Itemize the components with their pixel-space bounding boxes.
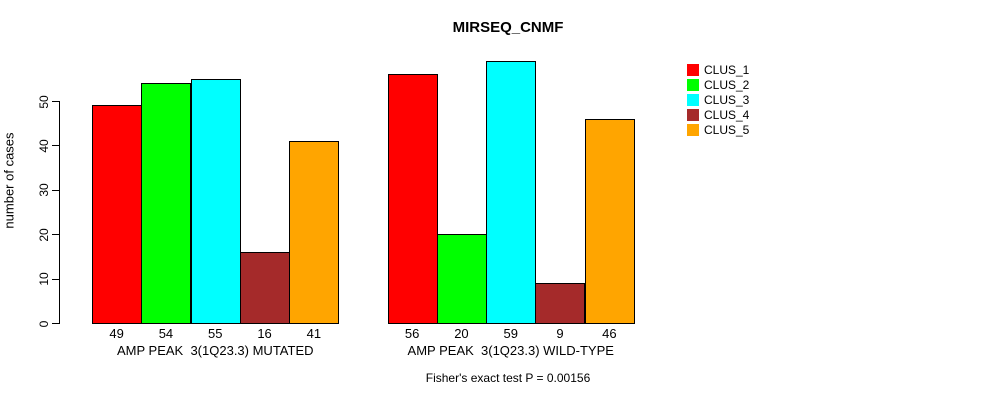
group-label: AMP PEAK 3(1Q23.3) MUTATED xyxy=(117,343,314,358)
bar-value-label: 16 xyxy=(257,326,272,341)
legend-swatch-icon xyxy=(687,79,699,91)
legend-swatch-icon xyxy=(687,109,699,121)
bar-CLUS_3-group1 xyxy=(191,79,241,324)
bar-value-label: 46 xyxy=(602,326,617,341)
legend-entry-clus_2: CLUS_2 xyxy=(687,79,749,91)
legend-swatch-icon xyxy=(687,94,699,106)
legend-entry-clus_5: CLUS_5 xyxy=(687,124,749,136)
bar-value-label: 9 xyxy=(556,326,564,341)
bar-CLUS_4-group1 xyxy=(240,252,290,324)
bar-CLUS_5-group2 xyxy=(585,119,635,324)
y-axis-line xyxy=(59,101,60,324)
y-axis-tick-label: 50 xyxy=(37,94,51,109)
bar-CLUS_5-group1 xyxy=(289,141,339,324)
bar-CLUS_2-group2 xyxy=(437,234,487,324)
chart-title: MIRSEQ_CNMF xyxy=(452,19,564,36)
y-axis-tick xyxy=(52,323,59,324)
legend-swatch-icon xyxy=(687,124,699,136)
bar-CLUS_1-group1 xyxy=(92,105,142,324)
bar-CLUS_4-group2 xyxy=(535,283,585,324)
y-axis-tick xyxy=(52,189,59,191)
bar-CLUS_2-group1 xyxy=(141,83,191,324)
y-axis-tick-label: 30 xyxy=(37,183,51,197)
bar-value-label: 55 xyxy=(208,326,223,341)
bar-CLUS_3-group2 xyxy=(486,61,536,324)
group-label: AMP PEAK 3(1Q23.3) WILD-TYPE xyxy=(407,343,614,358)
legend-swatch-icon xyxy=(687,64,699,76)
legend-label: CLUS_4 xyxy=(704,108,750,122)
legend-label: CLUS_3 xyxy=(704,93,750,107)
y-axis-tick xyxy=(52,278,59,280)
y-axis-tick xyxy=(52,145,59,147)
bar-value-label: 54 xyxy=(158,326,174,341)
legend-label: CLUS_5 xyxy=(704,123,750,137)
bar-value-label: 56 xyxy=(404,326,420,341)
legend-entry-clus_4: CLUS_4 xyxy=(687,109,749,121)
bar-value-label: 20 xyxy=(454,326,469,341)
bar-value-label: 59 xyxy=(503,326,518,341)
y-axis-tick-label: 10 xyxy=(37,272,51,286)
y-axis-tick xyxy=(52,234,59,236)
legend-label: CLUS_2 xyxy=(704,78,750,92)
bar-CLUS_1-group2 xyxy=(388,74,438,324)
legend-entry-clus_3: CLUS_3 xyxy=(687,94,749,106)
legend-label: CLUS_1 xyxy=(704,63,750,77)
y-axis-tick-label: 20 xyxy=(37,228,51,242)
legend-entry-clus_1: CLUS_1 xyxy=(687,64,749,76)
y-axis-tick-label: 0 xyxy=(37,320,51,327)
bar-value-label: 49 xyxy=(109,326,124,341)
annotation-text: Fisher's exact test P = 0.00156 xyxy=(425,371,591,385)
bar-value-label: 41 xyxy=(306,326,322,341)
y-axis-tick xyxy=(52,101,59,102)
y-axis-tick-label: 40 xyxy=(37,139,51,153)
y-axis-label: number of cases xyxy=(1,132,17,229)
legend: CLUS_1 CLUS_2 CLUS_3 CLUS_4 CLUS_5 xyxy=(687,64,749,139)
